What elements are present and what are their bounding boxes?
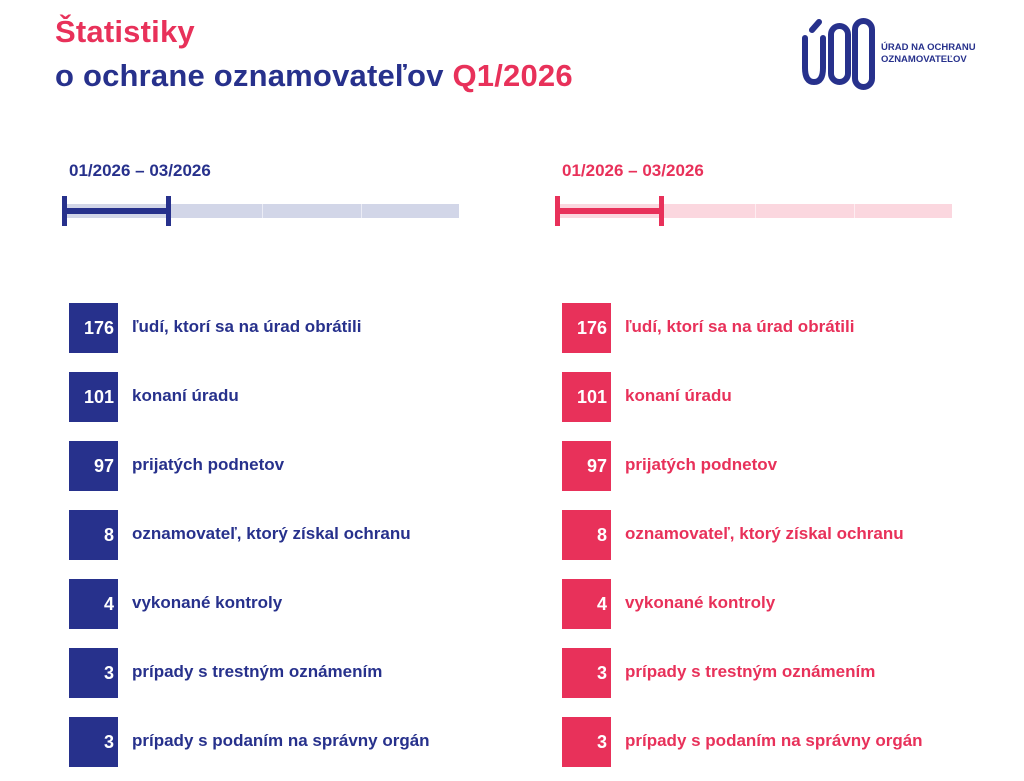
stat-label: prijatých podnetov bbox=[132, 455, 285, 474]
stats-column-pink: 01/2026 – 03/2026 176 ľudí, ktorí sa na … bbox=[493, 0, 952, 781]
logo-text: ÚRAD NA OCHRANU OZNAMOVATEĽOV bbox=[881, 42, 1001, 66]
progress-end-cap bbox=[659, 196, 664, 226]
stat-value: 8 bbox=[562, 510, 611, 560]
stat-value: 3 bbox=[562, 648, 611, 698]
stat-label: ľudí, ktorí sa na úrad obrátili bbox=[132, 317, 362, 336]
stat-label: prípady s podaním na správny orgán bbox=[132, 731, 430, 750]
stat-row: 101 konaní úradu bbox=[69, 372, 499, 422]
stat-row: 3 prípady s podaním na správny orgán bbox=[562, 717, 992, 767]
stat-label: prípady s podaním na správny orgán bbox=[625, 731, 923, 750]
stat-value: 97 bbox=[69, 441, 118, 491]
progress-track bbox=[555, 204, 952, 218]
stat-row: 4 vykonané kontroly bbox=[562, 579, 992, 629]
progress-fill bbox=[557, 208, 663, 214]
stat-row: 8 oznamovateľ, ktorý získal ochranu bbox=[562, 510, 992, 560]
stats-column-navy: 01/2026 – 03/2026 176 ľudí, ktorí sa na … bbox=[0, 0, 459, 781]
stat-value: 3 bbox=[562, 717, 611, 767]
progress-divider bbox=[755, 204, 756, 218]
stat-value: 4 bbox=[69, 579, 118, 629]
stat-value: 101 bbox=[562, 372, 611, 422]
stat-label: prípady s trestným oznámením bbox=[132, 662, 383, 681]
stat-value: 8 bbox=[69, 510, 118, 560]
progress-start-cap bbox=[555, 196, 560, 226]
stat-label: vykonané kontroly bbox=[132, 593, 283, 612]
stat-row: 4 vykonané kontroly bbox=[69, 579, 499, 629]
progress-divider bbox=[361, 204, 362, 218]
stat-value: 176 bbox=[69, 303, 118, 353]
stat-value: 101 bbox=[69, 372, 118, 422]
progress-divider bbox=[854, 204, 855, 218]
stat-row: 3 prípady s trestným oznámením bbox=[562, 648, 992, 698]
stat-value: 176 bbox=[562, 303, 611, 353]
subtitle-quarter: Q1/2026 bbox=[452, 58, 573, 93]
stat-label: oznamovateľ, ktorý získal ochranu bbox=[625, 524, 904, 543]
logo-text-line1: ÚRAD NA OCHRANU bbox=[881, 42, 976, 53]
stat-label: prijatých podnetov bbox=[625, 455, 778, 474]
stat-row: 97 prijatých podnetov bbox=[69, 441, 499, 491]
progress-divider bbox=[262, 204, 263, 218]
period-progress-bar bbox=[62, 190, 462, 230]
stat-value: 3 bbox=[69, 717, 118, 767]
period-label: 01/2026 – 03/2026 bbox=[562, 161, 704, 180]
stat-label: vykonané kontroly bbox=[625, 593, 776, 612]
period-label: 01/2026 – 03/2026 bbox=[69, 161, 211, 180]
stat-value: 4 bbox=[562, 579, 611, 629]
page-subtitle: o ochrane oznamovateľov Q1/2026 bbox=[55, 58, 573, 94]
stat-row: 8 oznamovateľ, ktorý získal ochranu bbox=[69, 510, 499, 560]
stat-value: 97 bbox=[562, 441, 611, 491]
progress-fill bbox=[64, 208, 170, 214]
stat-row: 101 konaní úradu bbox=[562, 372, 992, 422]
stat-row: 3 prípady s trestným oznámením bbox=[69, 648, 499, 698]
progress-start-cap bbox=[62, 196, 67, 226]
stat-label: prípady s trestným oznámením bbox=[625, 662, 876, 681]
uoo-logo-mark bbox=[802, 18, 875, 90]
progress-track bbox=[62, 204, 459, 218]
page-title: Štatistiky bbox=[55, 14, 195, 49]
stat-label: ľudí, ktorí sa na úrad obrátili bbox=[625, 317, 855, 336]
progress-end-cap bbox=[166, 196, 171, 226]
stat-value: 3 bbox=[69, 648, 118, 698]
stat-label: oznamovateľ, ktorý získal ochranu bbox=[132, 524, 411, 543]
stat-row: 97 prijatých podnetov bbox=[562, 441, 992, 491]
stat-row: 176 ľudí, ktorí sa na úrad obrátili bbox=[562, 303, 992, 353]
stat-row: 176 ľudí, ktorí sa na úrad obrátili bbox=[69, 303, 499, 353]
stat-label: konaní úradu bbox=[625, 386, 732, 405]
stat-row: 3 prípady s podaním na správny orgán bbox=[69, 717, 499, 767]
period-progress-bar bbox=[555, 190, 955, 230]
subtitle-main: o ochrane oznamovateľov bbox=[55, 58, 444, 93]
logo-text-line2: OZNAMOVATEĽOV bbox=[881, 54, 967, 65]
stat-label: konaní úradu bbox=[132, 386, 239, 405]
